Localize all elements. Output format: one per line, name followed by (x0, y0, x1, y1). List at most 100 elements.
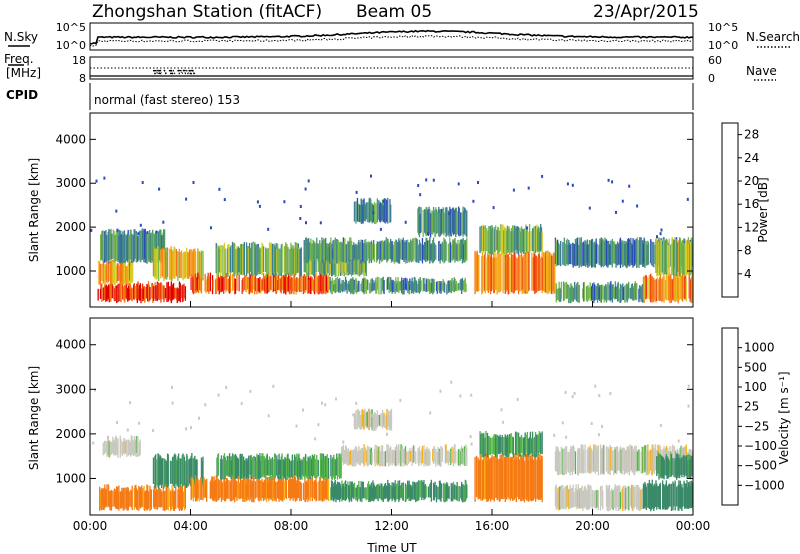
velocity-cell (448, 486, 450, 500)
power-cell (279, 278, 282, 293)
power-cell (651, 276, 653, 303)
velocity-cell (243, 475, 246, 502)
power-cell (358, 239, 360, 260)
velocity-cell (418, 450, 420, 467)
power-cell (445, 241, 447, 261)
velocity-cell (565, 485, 568, 508)
velocity-cell (526, 453, 528, 501)
power-cell (220, 274, 222, 293)
velocity-cell (409, 484, 411, 498)
velocity-cell (322, 477, 325, 500)
power-cell (506, 225, 509, 251)
velocity-cell (166, 485, 168, 510)
power-cell (207, 272, 209, 293)
power-cell (206, 276, 209, 292)
velocity-cell (155, 485, 157, 510)
velocity-cell (281, 482, 283, 502)
power-cell (162, 232, 164, 263)
velocity-cell (648, 451, 651, 474)
power-cell (404, 244, 407, 264)
velocity-cell (488, 435, 490, 455)
velocity-cell (295, 482, 297, 501)
velocity-cell (653, 448, 655, 472)
velocity-cell (291, 460, 293, 478)
power-cell (339, 242, 341, 264)
power-cell (216, 247, 218, 275)
velocity-cell (412, 449, 414, 463)
velocity-cell (186, 456, 189, 486)
power-cell (495, 225, 497, 251)
velocity-cell (389, 415, 391, 431)
power-speck (355, 190, 358, 194)
velocity-cell (239, 454, 241, 480)
power-cell (682, 277, 685, 299)
power-cell (289, 248, 291, 275)
velocity-cell (651, 479, 653, 508)
power-cell (544, 256, 546, 291)
power-cell (432, 239, 434, 264)
velocity-cell (516, 431, 518, 457)
velocity-cell (483, 453, 485, 499)
velocity-cell (653, 483, 656, 509)
velocity-cell (633, 449, 635, 475)
velocity-cell (353, 483, 355, 500)
velocity-cell (522, 455, 524, 501)
power-cell (129, 283, 131, 300)
power-cell (301, 275, 303, 291)
velocity-cell (569, 449, 571, 476)
power-cell (556, 288, 558, 301)
power-cell (432, 213, 434, 235)
power-cell (448, 210, 450, 237)
power-cell (509, 258, 511, 294)
velocity-cell (278, 453, 280, 480)
power-cell (295, 242, 297, 275)
power-cell (336, 239, 338, 264)
power-cell (496, 252, 498, 295)
power-cell (355, 244, 357, 261)
power-cell (358, 280, 360, 292)
velocity-band (353, 408, 393, 431)
power-cell (618, 243, 620, 265)
velocity-cell (486, 432, 489, 458)
power-cell (535, 229, 537, 251)
velocity-cell (108, 491, 110, 508)
velocity-cell (146, 484, 148, 511)
velocity-cell (673, 460, 675, 477)
velocity-cell (376, 410, 379, 428)
velocity-band (554, 484, 644, 512)
power-cell (407, 280, 410, 292)
power-cell (101, 231, 103, 260)
power-cell (441, 241, 444, 262)
power-cell (571, 285, 574, 301)
power-cell (601, 240, 603, 267)
power-cell (380, 203, 382, 222)
power-ytick-label: 1000 (55, 264, 86, 278)
power-cell (409, 243, 411, 261)
velocity-cell (413, 445, 416, 462)
velocity-cell (584, 485, 586, 509)
velocity-cell (537, 456, 539, 499)
velocity-cell (217, 478, 220, 501)
power-cell (616, 283, 619, 302)
velocity-cell (488, 458, 490, 499)
velocity-cell (124, 442, 127, 454)
power-cell (305, 237, 307, 263)
power-cell (688, 240, 690, 277)
power-cell (686, 240, 688, 275)
velocity-cell (371, 409, 373, 431)
velocity-cell (390, 408, 393, 431)
velocity-cell (378, 485, 381, 499)
power-cell (174, 287, 176, 299)
velocity-cell (432, 447, 435, 464)
velocity-speck (204, 403, 207, 407)
velocity-cell (616, 487, 619, 507)
power-cell (451, 278, 453, 292)
velocity-cell (386, 408, 388, 431)
power-cell (672, 279, 674, 301)
velocity-cell (421, 480, 423, 500)
power-cell (438, 281, 441, 294)
power-cell (456, 211, 458, 235)
velocity-cell (190, 477, 192, 501)
power-cell (593, 242, 595, 267)
power-cell (441, 212, 444, 234)
